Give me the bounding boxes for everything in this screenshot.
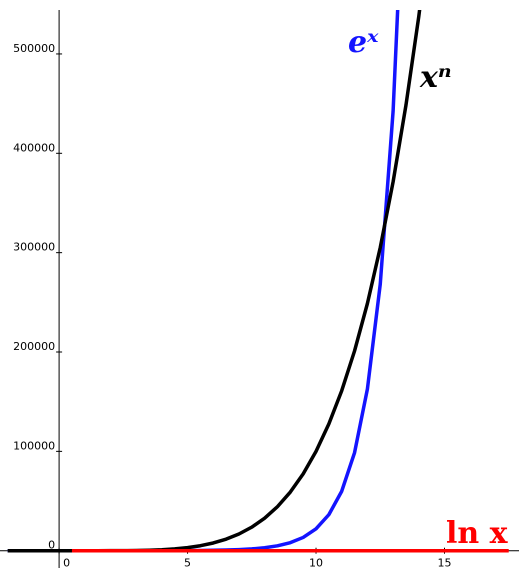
series-label: xⁿ bbox=[419, 60, 452, 95]
y-tick-label: 500000 bbox=[13, 42, 55, 55]
axes: 0 100000 200000 300000 400000 500000 0 5 10 15 bbox=[0, 10, 519, 568]
series-label: eˣ bbox=[348, 25, 379, 60]
x-tick-label: 15 bbox=[437, 557, 451, 568]
series-label: ln x bbox=[446, 516, 509, 551]
y-tick-label: 400000 bbox=[13, 141, 55, 154]
y-tick-label: 0 bbox=[48, 539, 55, 552]
y-tick-label: 100000 bbox=[13, 439, 55, 452]
x-tick-label: 10 bbox=[309, 557, 323, 568]
y-tick-label: 300000 bbox=[13, 241, 55, 254]
plot-area bbox=[7, 10, 509, 553]
x-tick-label: 5 bbox=[184, 557, 191, 568]
y-tick-label: 200000 bbox=[13, 340, 55, 353]
x-tick-label: 0 bbox=[63, 557, 70, 568]
